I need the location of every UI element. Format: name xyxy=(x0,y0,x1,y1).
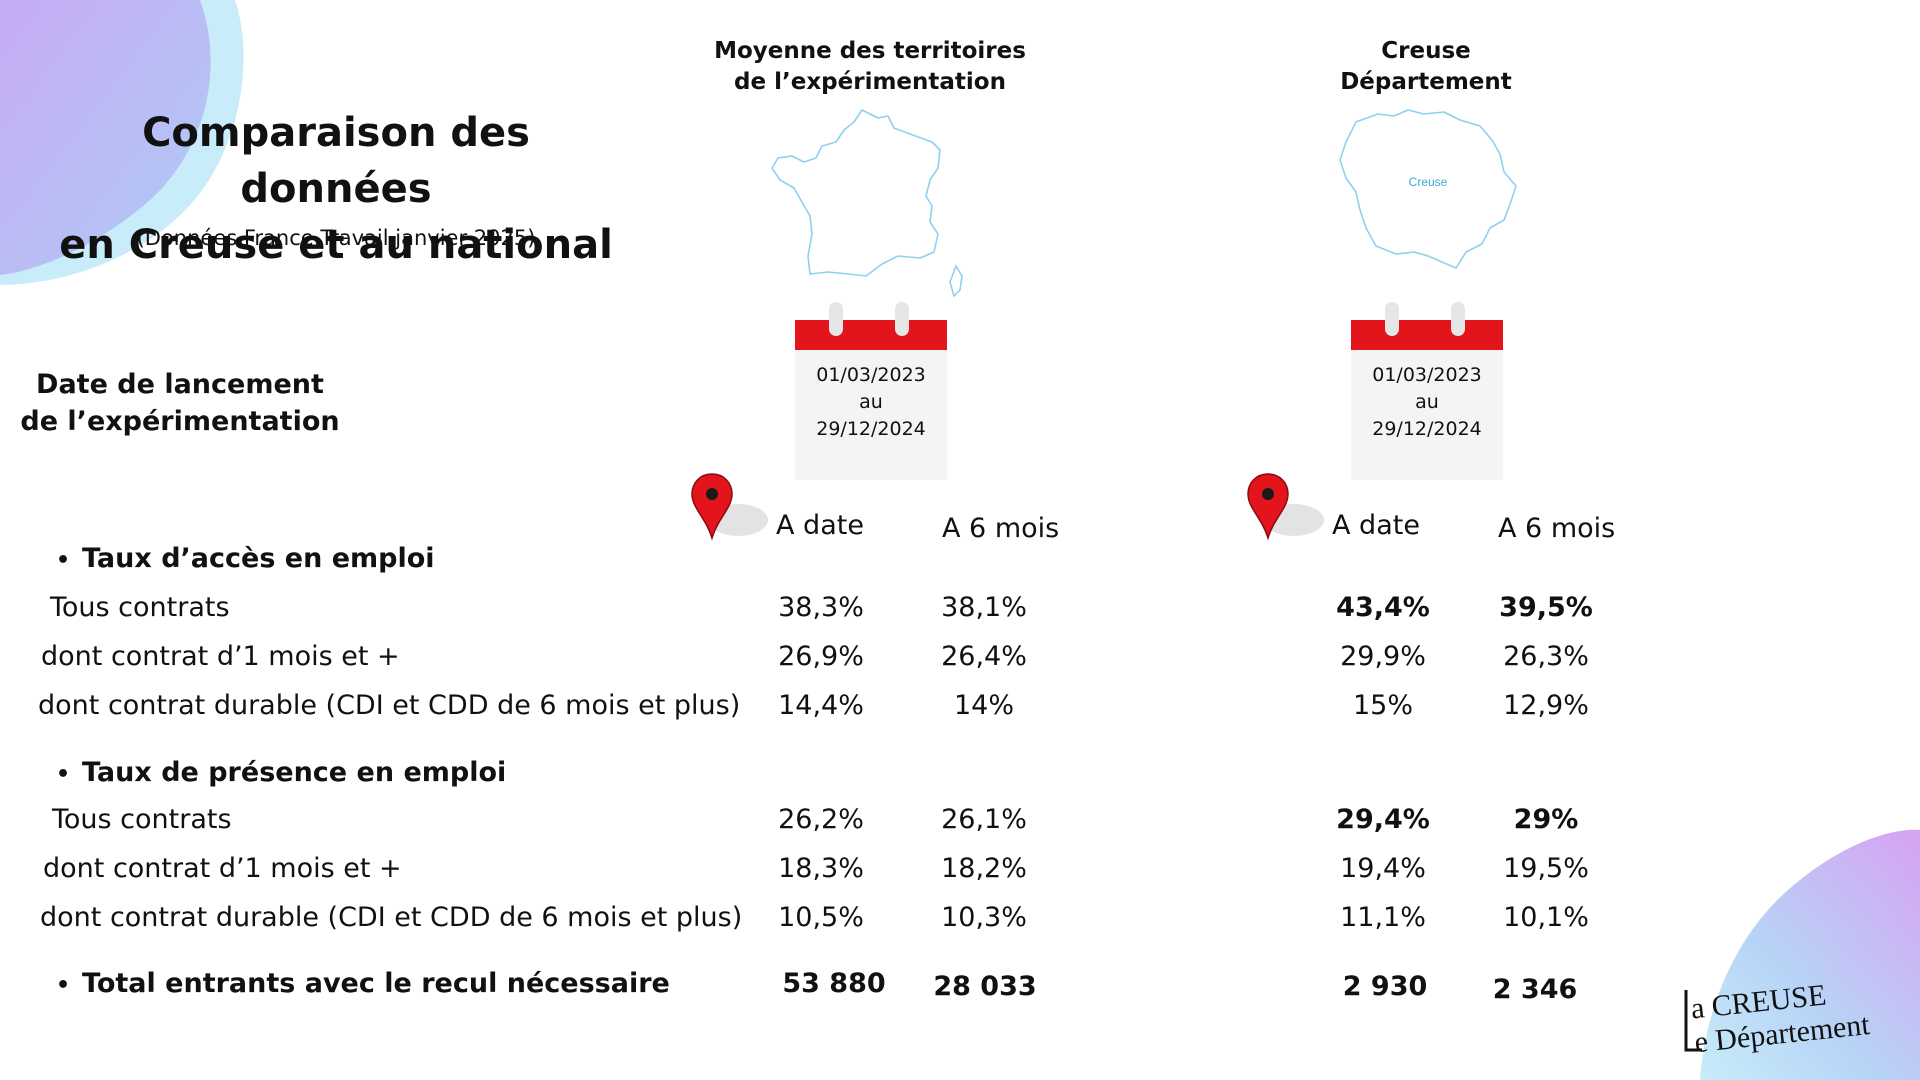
value-cell: 28 033 xyxy=(933,971,1037,1002)
column-header-creuse-line1: Creuse xyxy=(1381,38,1471,64)
value-cell: 15% xyxy=(1352,690,1413,721)
calendar-icon xyxy=(795,302,947,480)
subheader-6-mois-national: A 6 mois xyxy=(942,513,1060,544)
value-cell: 19,5% xyxy=(1503,853,1589,884)
bottom-right-blob xyxy=(1700,829,1920,1080)
row-label: dont contrat durable (CDI et CDD de 6 mo… xyxy=(38,690,741,721)
launch-label-line2: de l’expérimentation xyxy=(20,406,340,437)
value-cell: 53 880 xyxy=(782,968,886,999)
bullet-icon: • xyxy=(56,762,71,787)
map-pin-icon xyxy=(691,473,768,541)
column-header-creuse: Creuse Département xyxy=(1256,36,1596,98)
launch-date-label: Date de lancement de l’expérimentation xyxy=(20,366,340,440)
launch-dates-national: 01/03/2023 au 29/12/2024 xyxy=(793,362,949,443)
bullet-icon: • xyxy=(56,548,71,573)
value-cell: 19,4% xyxy=(1340,853,1426,884)
launch-start-date: 01/03/2023 xyxy=(816,364,926,386)
row-label: Tous contrats xyxy=(50,592,230,623)
value-cell: 18,2% xyxy=(941,853,1027,884)
value-cell: 38,1% xyxy=(941,592,1027,623)
value-cell: 11,1% xyxy=(1340,902,1426,933)
launch-end-date: 29/12/2024 xyxy=(1372,418,1482,440)
value-cell: 2 346 xyxy=(1492,974,1578,1005)
section-title-presence: • Taux de présence en emploi xyxy=(56,757,506,788)
value-cell: 10,1% xyxy=(1503,902,1589,933)
page-title: Comparaison des données en Creuse et au … xyxy=(40,105,632,273)
bullet-icon: • xyxy=(56,973,71,998)
title-line-1: Comparaison des données xyxy=(142,110,530,212)
page-subtitle: (Données France Travail janvier 2025) xyxy=(136,226,536,250)
value-cell: 18,3% xyxy=(778,853,864,884)
value-cell: 14,4% xyxy=(778,690,864,721)
section-title-text: Taux de présence en emploi xyxy=(82,757,507,788)
creuse-departement-logo: a CREUSE e Département xyxy=(1684,978,1872,1058)
value-cell: 38,3% xyxy=(778,592,864,623)
value-cell: 29% xyxy=(1513,804,1579,835)
section-title-text: Taux d’accès en emploi xyxy=(82,543,435,574)
column-header-national-line2: de l’expérimentation xyxy=(734,69,1006,95)
row-label: dont contrat d’1 mois et + xyxy=(43,853,402,884)
column-header-creuse-line2: Département xyxy=(1340,69,1512,95)
row-label: Tous contrats xyxy=(52,804,232,835)
value-cell: 2 930 xyxy=(1342,971,1428,1002)
subheader-a-date-creuse: A date xyxy=(1332,510,1420,541)
subheader-a-date-national: A date xyxy=(776,510,864,541)
value-cell: 12,9% xyxy=(1503,690,1589,721)
value-cell: 14% xyxy=(953,690,1014,721)
launch-date-separator: au xyxy=(1415,391,1439,413)
value-cell: 10,3% xyxy=(941,902,1027,933)
creuse-map-icon: Creuse xyxy=(1339,109,1517,269)
france-map-icon xyxy=(771,109,963,298)
column-header-national-line1: Moyenne des territoires xyxy=(714,38,1026,64)
section-title-total: • Total entrants avec le recul nécessaire xyxy=(56,968,670,999)
value-cell: 26,2% xyxy=(778,804,864,835)
launch-dates-creuse: 01/03/2023 au 29/12/2024 xyxy=(1349,362,1505,443)
title-line-2: en Creuse et au national xyxy=(59,222,613,268)
row-label: dont contrat durable (CDI et CDD de 6 mo… xyxy=(40,902,743,933)
value-cell: 26,4% xyxy=(941,641,1027,672)
subheader-6-mois-creuse: A 6 mois xyxy=(1498,513,1616,544)
value-cell: 26,1% xyxy=(941,804,1027,835)
value-cell: 10,5% xyxy=(778,902,864,933)
value-cell: 26,9% xyxy=(778,641,864,672)
value-cell: 29,4% xyxy=(1336,804,1430,835)
value-cell: 43,4% xyxy=(1336,592,1430,623)
creuse-map-label: Creuse xyxy=(1409,175,1448,189)
column-header-national: Moyenne des territoires de l’expérimenta… xyxy=(700,36,1040,98)
value-cell: 26,3% xyxy=(1503,641,1589,672)
launch-start-date: 01/03/2023 xyxy=(1372,364,1482,386)
calendar-icon xyxy=(1351,302,1503,480)
row-label: dont contrat d’1 mois et + xyxy=(41,641,400,672)
map-pin-icon xyxy=(1247,473,1324,541)
launch-end-date: 29/12/2024 xyxy=(816,418,926,440)
launch-date-separator: au xyxy=(859,391,883,413)
value-cell: 39,5% xyxy=(1499,592,1593,623)
top-left-blob xyxy=(0,0,244,285)
section-title-acces: • Taux d’accès en emploi xyxy=(56,543,435,574)
launch-label-line1: Date de lancement xyxy=(36,369,324,400)
value-cell: 29,9% xyxy=(1340,641,1426,672)
section-title-text: Total entrants avec le recul nécessaire xyxy=(82,968,670,999)
